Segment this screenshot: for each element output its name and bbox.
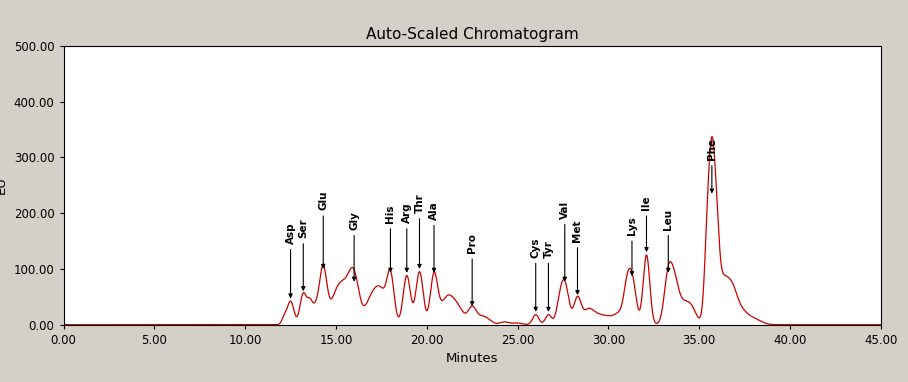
Text: Ser: Ser — [298, 219, 309, 290]
Text: Gly: Gly — [349, 211, 360, 280]
Text: Thr: Thr — [414, 193, 425, 268]
Text: Cys: Cys — [530, 237, 541, 311]
Y-axis label: EU: EU — [0, 176, 8, 194]
Text: Met: Met — [572, 220, 583, 294]
Text: Ala: Ala — [429, 201, 439, 272]
Text: Arg: Arg — [401, 202, 412, 272]
Text: Phe: Phe — [706, 138, 717, 193]
Text: Tyr: Tyr — [543, 240, 554, 311]
Title: Auto-Scaled Chromatogram: Auto-Scaled Chromatogram — [366, 27, 578, 42]
Text: Glu: Glu — [318, 191, 329, 268]
Text: Ile: Ile — [641, 196, 652, 251]
Text: Lys: Lys — [627, 217, 637, 275]
Text: Val: Val — [559, 201, 570, 280]
X-axis label: Minutes: Minutes — [446, 352, 498, 365]
Text: Leu: Leu — [663, 209, 674, 272]
Text: Pro: Pro — [467, 233, 478, 305]
Text: His: His — [385, 205, 396, 272]
Text: Asp: Asp — [285, 222, 296, 297]
